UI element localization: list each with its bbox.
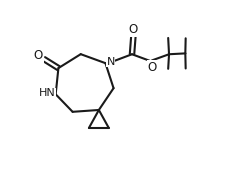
- Text: O: O: [34, 49, 43, 62]
- Text: O: O: [148, 61, 157, 74]
- Text: O: O: [129, 23, 138, 36]
- Text: HN: HN: [39, 88, 56, 98]
- Text: N: N: [106, 57, 115, 67]
